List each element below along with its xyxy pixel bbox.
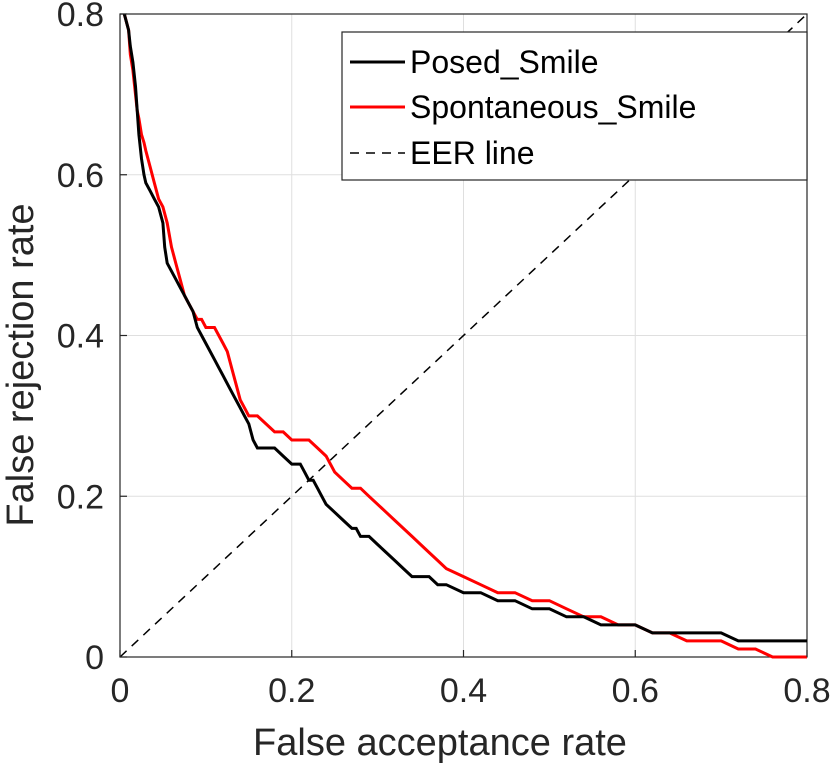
legend-label-eer-line: EER line: [410, 135, 535, 171]
series-line-spontaneous-smile: [122, 13, 807, 659]
x-axis-ticks: 0 0.2 0.4 0.6 0.8: [111, 650, 830, 710]
series-line-posed-smile: [122, 13, 807, 643]
y-tick-label: 0.6: [57, 157, 104, 195]
x-tick-label: 0.4: [440, 672, 487, 710]
y-tick-label: 0: [85, 639, 104, 677]
y-axis-ticks: 0 0.2 0.4 0.6 0.8: [57, 0, 127, 677]
y-tick-label: 0.8: [57, 0, 104, 34]
x-tick-label: 0: [111, 672, 130, 710]
series-layer: [122, 13, 807, 659]
legend: Posed_Smile Spontaneous_Smile EER line: [341, 31, 808, 181]
x-tick-label: 0.8: [783, 672, 830, 710]
y-tick-label: 0.2: [57, 478, 104, 516]
x-axis-title: False acceptance rate: [253, 722, 627, 764]
legend-box: [341, 31, 808, 181]
legend-label-spontaneous-smile: Spontaneous_Smile: [410, 89, 696, 125]
y-axis-title: False rejection rate: [0, 203, 42, 526]
y-tick-label: 0.4: [57, 318, 104, 356]
legend-label-posed-smile: Posed_Smile: [410, 44, 599, 80]
x-tick-label: 0.2: [268, 672, 315, 710]
x-tick-label: 0.6: [612, 672, 659, 710]
